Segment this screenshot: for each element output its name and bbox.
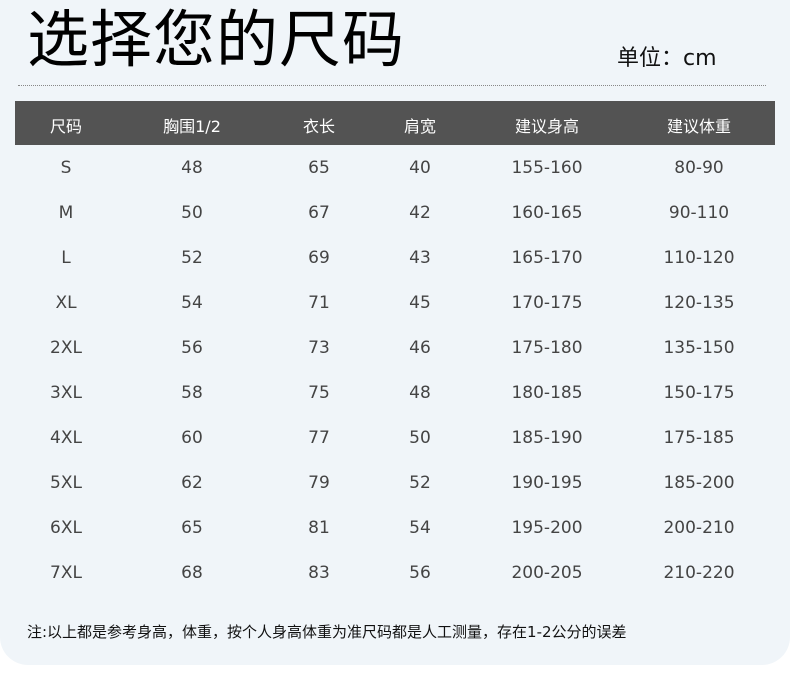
table-cell: 75 [308,383,330,403]
table-row: S 48 65 40 155-160 80-90 [0,146,790,191]
table-cell: 54 [181,293,203,313]
column-header: 建议体重 [666,117,732,136]
table-row: M 50 67 42 160-165 90-110 [0,191,790,236]
table-cell: 4XL [50,428,82,448]
table-cell: 56 [409,563,431,583]
table-row: 4XL 60 77 50 185-190 175-185 [0,416,790,461]
table-cell: 62 [181,473,203,493]
table-row: 2XL 56 73 46 175-180 135-150 [0,326,790,371]
table-cell: 2XL [50,338,82,358]
table-header: 尺码 胸围1/2 衣长 肩宽 建议身高 建议体重 [15,101,775,145]
table-cell: 68 [181,563,203,583]
table-row: 5XL 62 79 52 190-195 185-200 [0,461,790,506]
table-cell: 3XL [50,383,82,403]
table-cell: 170-175 [511,293,583,313]
table-row: 3XL 58 75 48 180-185 150-175 [0,371,790,416]
table-cell: 5XL [50,473,82,493]
table-cell: 185-200 [663,473,735,493]
table-cell: 175-180 [511,338,583,358]
table-cell: 80-90 [674,158,724,178]
table-cell: 195-200 [511,518,583,538]
table-cell: 120-135 [663,293,735,313]
table-cell: 52 [181,248,203,268]
table-cell: 65 [181,518,203,538]
table-cell: 165-170 [511,248,583,268]
table-cell: XL [55,293,77,313]
size-chart-card: 选择您的尺码 单位：cm 尺码 胸围1/2 衣长 肩宽 建议身高 建议体重 S 48 65 40… [0,0,790,665]
table-cell: M [58,203,74,223]
table-cell: 135-150 [663,338,735,358]
column-header: 肩宽 [403,117,437,136]
table-cell: 90-110 [668,203,730,223]
table-row: XL 54 71 45 170-175 120-135 [0,281,790,326]
table-cell: 155-160 [511,158,583,178]
footnote: 注:以上都是参考身高，体重，按个人身高体重为准尺码都是人工测量，存在1-2公分的… [27,623,627,641]
table-cell: L [61,248,71,268]
table-cell: S [60,158,72,178]
table-cell: 110-120 [663,248,735,268]
table-cell: 160-165 [511,203,583,223]
table-cell: 50 [409,428,431,448]
table-cell: 200-210 [663,518,735,538]
table-cell: 180-185 [511,383,583,403]
table-cell: 185-190 [511,428,583,448]
table-cell: 52 [409,473,431,493]
column-header: 建议身高 [514,117,580,136]
table-cell: 69 [308,248,330,268]
table-cell: 67 [308,203,330,223]
table-cell: 210-220 [663,563,735,583]
table-cell: 40 [409,158,431,178]
table-cell: 50 [181,203,203,223]
table-cell: 150-175 [663,383,735,403]
table-cell: 71 [308,293,330,313]
table-cell: 175-185 [663,428,735,448]
divider [18,85,766,86]
table-cell: 6XL [50,518,82,538]
table-cell: 54 [409,518,431,538]
table-cell: 45 [409,293,431,313]
table-cell: 7XL [50,563,82,583]
table-cell: 200-205 [511,563,583,583]
page-title: 选择您的尺码 [27,3,406,76]
table-cell: 48 [181,158,203,178]
table-cell: 77 [308,428,330,448]
table-cell: 48 [409,383,431,403]
table-cell: 58 [181,383,203,403]
table-cell: 56 [181,338,203,358]
column-header: 尺码 [49,117,83,136]
table-row: 6XL 65 81 54 195-200 200-210 [0,506,790,551]
table-cell: 65 [308,158,330,178]
table-cell: 83 [308,563,330,583]
table-cell: 60 [181,428,203,448]
table-cell: 79 [308,473,330,493]
table-cell: 81 [308,518,330,538]
table-cell: 190-195 [511,473,583,493]
column-header: 衣长 [302,117,336,136]
table-cell: 73 [308,338,330,358]
table-row: 7XL 68 83 56 200-205 210-220 [0,551,790,596]
table-cell: 42 [409,203,431,223]
table-cell: 43 [409,248,431,268]
unit-label: 单位：cm [617,46,717,71]
column-header: 胸围1/2 [163,117,221,136]
table-cell: 46 [409,338,431,358]
table-row: L 52 69 43 165-170 110-120 [0,236,790,281]
